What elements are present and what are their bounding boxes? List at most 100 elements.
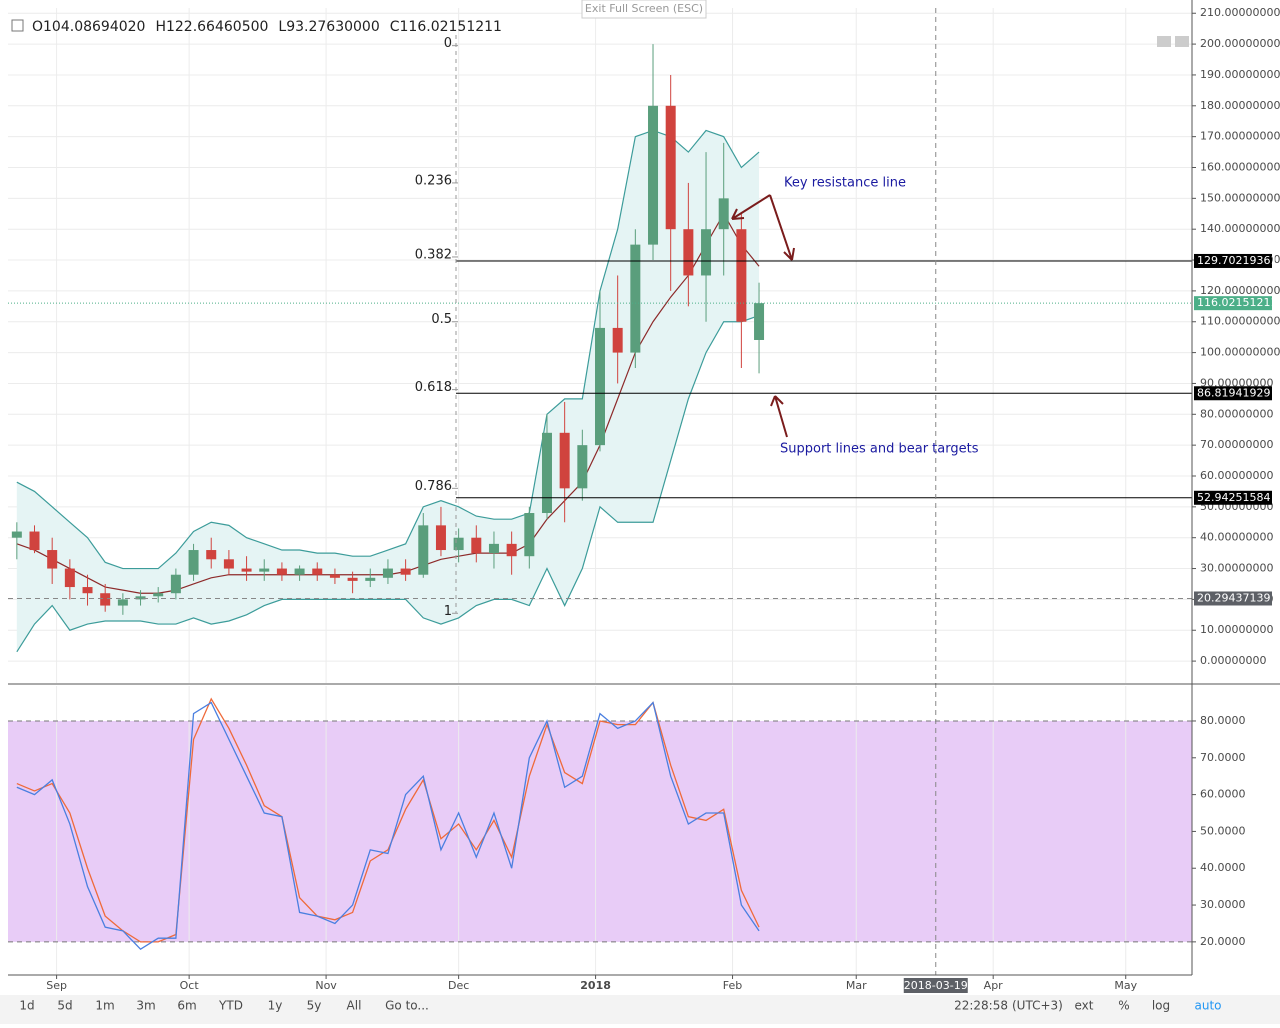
level-label-box xyxy=(1194,490,1272,505)
candle-body xyxy=(471,537,482,554)
y-tick-label: 0.00000000 xyxy=(1200,654,1266,667)
y-tick-label: 30.0000 xyxy=(1200,898,1246,911)
arrow xyxy=(770,395,788,438)
y-tick-label: 50.0000 xyxy=(1200,824,1246,837)
candle-body xyxy=(11,531,22,538)
candle-body xyxy=(541,432,552,514)
fib-ratio: 0.618 xyxy=(415,380,452,395)
y-tick-label: 190.00000000 xyxy=(1200,68,1280,81)
range-button[interactable]: 1m xyxy=(95,999,114,1013)
fib-ratio: 0.786 xyxy=(415,479,452,494)
exit-fullscreen[interactable] xyxy=(581,0,707,19)
candle-body xyxy=(170,574,181,594)
range-button[interactable]: All xyxy=(347,999,362,1013)
y-tick-label: 70.0000 xyxy=(1200,751,1246,764)
range-button[interactable]: 3m xyxy=(136,999,155,1013)
bollinger-upper xyxy=(16,129,760,570)
y-tick-label: 100.00000000 xyxy=(1200,346,1280,359)
scale-toggle[interactable]: log xyxy=(1152,999,1170,1013)
x-tick-label: 2018 xyxy=(580,979,611,992)
candle-body xyxy=(294,568,305,575)
range-button[interactable]: 6m xyxy=(177,999,196,1013)
range-button[interactable]: Go to... xyxy=(385,999,429,1013)
fib-ratio: 0.5 xyxy=(431,312,452,327)
exit-fullscreen-label[interactable]: Exit Full Screen (ESC) xyxy=(585,2,703,15)
x-tick-label: May xyxy=(1114,979,1137,992)
x-tick-label: Nov xyxy=(315,979,337,992)
y-tick-label: 10.00000000 xyxy=(1200,623,1273,636)
ohlc-value: C116.02151211 xyxy=(390,19,502,35)
candle-body xyxy=(382,568,393,578)
ohlc-value: H122.66460500 xyxy=(155,19,268,35)
x-tick-label: Sep xyxy=(46,979,67,992)
candle-body xyxy=(347,577,358,581)
level-label-box xyxy=(1194,253,1272,268)
collapse-icon[interactable] xyxy=(11,19,24,32)
fib-ratio: 0 xyxy=(444,36,452,51)
candle-body xyxy=(135,596,146,600)
candle-body xyxy=(100,593,111,606)
stoch-line xyxy=(16,701,760,951)
candle-body xyxy=(188,550,199,575)
scale-toggle[interactable]: % xyxy=(1118,999,1129,1013)
pane-icon[interactable] xyxy=(1157,36,1171,47)
candle-body xyxy=(683,229,694,276)
last-price-label: 116.02151211 xyxy=(1197,296,1277,309)
arrow xyxy=(731,194,771,220)
candle-body xyxy=(47,550,58,569)
candle-body xyxy=(506,543,517,557)
candle-body xyxy=(241,568,252,572)
candle-body xyxy=(312,568,323,575)
timezone[interactable]: (UTC+3) xyxy=(1012,999,1063,1013)
candle-body xyxy=(718,198,729,230)
candle-body xyxy=(736,229,747,322)
candle-body xyxy=(206,550,217,560)
candle-body xyxy=(559,432,570,489)
annotation: Support lines and bear targets xyxy=(780,442,979,457)
candle-body xyxy=(64,568,75,588)
toolbar xyxy=(0,995,1280,1024)
x-tick-label: Dec xyxy=(448,979,469,992)
y-tick-label: 160.00000000 xyxy=(1200,160,1280,173)
candle-body xyxy=(276,568,287,575)
stoch-line xyxy=(16,697,760,943)
y-tick-label: 80.0000 xyxy=(1200,714,1246,727)
y-tick-label: 20.0000 xyxy=(1200,935,1246,948)
x-tick-label: Oct xyxy=(180,979,200,992)
last-price-box xyxy=(1194,296,1272,311)
layer: 0.0000000010.0000000020.0000000030.00000… xyxy=(8,6,1280,993)
crosshair-date-box xyxy=(903,978,968,993)
scale-toggle[interactable]: auto xyxy=(1194,999,1221,1013)
candle-body xyxy=(701,229,712,276)
fib-ratio: 0.236 xyxy=(415,173,452,188)
y-tick-label: 60.00000000 xyxy=(1200,469,1273,482)
candle-body xyxy=(453,537,464,551)
y-tick-label: 80.00000000 xyxy=(1200,407,1273,420)
candle-body xyxy=(82,587,93,594)
candle-body xyxy=(259,568,270,572)
y-tick-label: 200.00000000 xyxy=(1200,37,1280,50)
fib-ratio: 1 xyxy=(444,604,452,619)
scale-toggle[interactable]: ext xyxy=(1075,999,1094,1013)
y-tick-label: 40.00000000 xyxy=(1200,531,1273,544)
level-label: 129.70219361 xyxy=(1197,254,1277,267)
y-tick-label: 150.00000000 xyxy=(1200,191,1280,204)
candle-body xyxy=(400,568,411,575)
pane-icon[interactable] xyxy=(1175,36,1189,47)
crosshair-date-label: 2018-03-19 xyxy=(904,979,968,992)
level-label: 86.81941929 xyxy=(1197,386,1270,399)
range-button[interactable]: 5d xyxy=(57,999,72,1013)
range-button[interactable]: 5y xyxy=(307,999,322,1013)
y-tick-label: 60.0000 xyxy=(1200,788,1246,801)
range-button[interactable]: YTD xyxy=(218,999,243,1013)
candle-body xyxy=(595,327,605,446)
range-button[interactable]: 1d xyxy=(19,999,34,1013)
candle-body xyxy=(612,327,623,353)
y-tick-label: 170.00000000 xyxy=(1200,130,1280,143)
ohlc-value: O104.08694020 xyxy=(32,19,145,35)
clock: 22:28:58 xyxy=(954,999,1008,1013)
y-tick-label: 30.00000000 xyxy=(1200,562,1273,575)
range-button[interactable]: 1y xyxy=(268,999,283,1013)
x-tick-label: Apr xyxy=(984,979,1004,992)
